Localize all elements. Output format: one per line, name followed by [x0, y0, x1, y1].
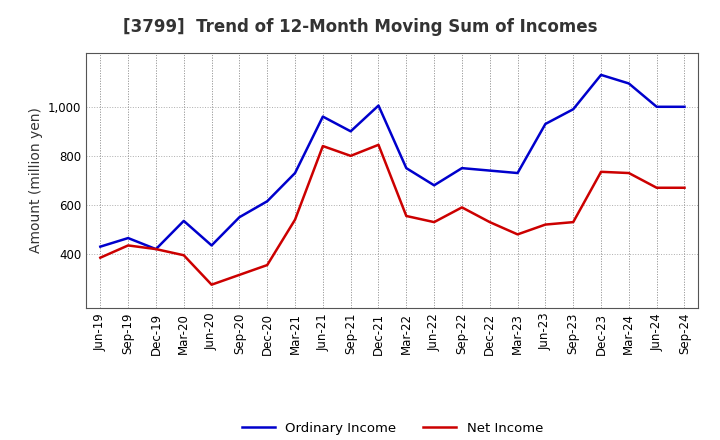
Net Income [485, 220, 494, 225]
Net Income [513, 232, 522, 237]
Net Income [680, 185, 689, 191]
Ordinary Income [346, 128, 355, 134]
Ordinary Income [569, 106, 577, 112]
Net Income [569, 220, 577, 225]
Net Income [402, 213, 410, 219]
Net Income [541, 222, 550, 227]
Net Income [124, 243, 132, 248]
Legend: Ordinary Income, Net Income: Ordinary Income, Net Income [242, 422, 543, 435]
Ordinary Income [680, 104, 689, 110]
Net Income [207, 282, 216, 287]
Net Income [152, 246, 161, 252]
Ordinary Income [652, 104, 661, 110]
Line: Ordinary Income: Ordinary Income [100, 75, 685, 249]
Ordinary Income [291, 170, 300, 176]
Ordinary Income [541, 121, 550, 127]
Net Income [458, 205, 467, 210]
Ordinary Income [263, 198, 271, 204]
Ordinary Income [513, 170, 522, 176]
Ordinary Income [430, 183, 438, 188]
Ordinary Income [458, 165, 467, 171]
Ordinary Income [485, 168, 494, 173]
Y-axis label: Amount (million yen): Amount (million yen) [29, 107, 42, 253]
Net Income [318, 143, 327, 149]
Net Income [263, 262, 271, 268]
Net Income [291, 217, 300, 222]
Ordinary Income [235, 215, 243, 220]
Ordinary Income [179, 218, 188, 224]
Ordinary Income [124, 235, 132, 241]
Net Income [652, 185, 661, 191]
Ordinary Income [374, 103, 383, 108]
Net Income [346, 153, 355, 158]
Ordinary Income [96, 244, 104, 249]
Line: Net Income: Net Income [100, 145, 685, 285]
Net Income [179, 253, 188, 258]
Net Income [374, 142, 383, 147]
Net Income [624, 170, 633, 176]
Ordinary Income [318, 114, 327, 119]
Ordinary Income [207, 243, 216, 248]
Net Income [96, 255, 104, 260]
Net Income [597, 169, 606, 174]
Ordinary Income [597, 72, 606, 77]
Ordinary Income [402, 165, 410, 171]
Net Income [235, 272, 243, 278]
Ordinary Income [624, 81, 633, 86]
Text: [3799]  Trend of 12-Month Moving Sum of Incomes: [3799] Trend of 12-Month Moving Sum of I… [122, 18, 598, 36]
Ordinary Income [152, 246, 161, 252]
Net Income [430, 220, 438, 225]
